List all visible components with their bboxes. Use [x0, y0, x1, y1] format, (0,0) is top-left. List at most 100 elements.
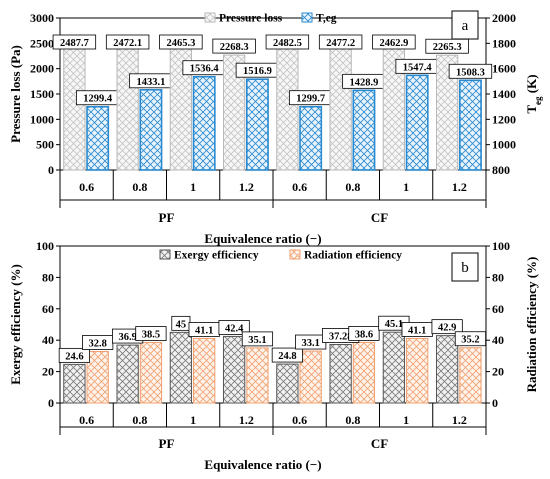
- bar-a-s1-0: [63, 43, 86, 171]
- legend-label-b-1: Radiation efficiency: [304, 250, 402, 262]
- bar-b-s2-5: [352, 341, 376, 404]
- bar-b-s1-3: [222, 335, 246, 404]
- category-label-b-4: 0.6: [292, 413, 307, 427]
- data-label-a-s1-2: 2465.3: [166, 38, 195, 49]
- panel-label-b: b: [461, 260, 469, 276]
- data-label-b-s1-3: 42.4: [225, 323, 244, 334]
- data-label-a-s1-1-box: [105, 34, 150, 50]
- data-label-b-s2-2: 41.1: [195, 325, 213, 336]
- bar-a-s2-2: [192, 75, 216, 171]
- legend-swatch-b-1: [289, 249, 301, 260]
- left-tick-label-a-6: 3000: [30, 11, 54, 25]
- y-axis-title-right-main-b: Radiation efficiency (%): [524, 257, 539, 393]
- data-label-a-s2-4: 1299.7: [296, 94, 325, 105]
- category-label-a-0: 0.6: [79, 180, 94, 194]
- left-tick-label-b-5: 100: [36, 239, 54, 253]
- bar-a-s1-3: [222, 54, 246, 171]
- bar-b-s1-7: [435, 335, 459, 404]
- right-tick-label-b-4: 80: [492, 270, 504, 284]
- data-label-b-s2-3: 35.1: [248, 335, 266, 346]
- group-label-a-0: PF: [159, 210, 175, 225]
- data-label-b-s2-1: 38.5: [142, 330, 160, 341]
- category-label-b-1: 0.8: [132, 413, 147, 427]
- y-axis-title-right-sub-a: eg: [533, 96, 543, 105]
- data-label-b-s1-4: 24.8: [278, 351, 296, 362]
- bar-a-s2-7: [458, 79, 482, 171]
- bar-a-s2-5: [352, 89, 376, 171]
- data-label-b-s1-0-box: [58, 347, 90, 363]
- category-label-b-6: 1: [403, 413, 409, 427]
- data-label-a-s1-6-box: [372, 34, 416, 50]
- data-label-a-s2-2: 1536.4: [190, 64, 220, 75]
- bar-b-s1-0: [63, 363, 86, 404]
- data-label-a-s1-1: 2472.1: [113, 38, 142, 49]
- left-tick-label-b-3: 60: [42, 302, 54, 316]
- right-tick-label-a-1: 1000: [492, 138, 516, 152]
- data-label-b-s2-7: 35.2: [461, 335, 479, 346]
- legend-swatch-a-1: [301, 12, 313, 23]
- bar-a-s2-6: [405, 74, 429, 171]
- category-label-a-1: 0.8: [132, 180, 147, 194]
- y-axis-title-right-b: Radiation efficiency (%): [524, 257, 539, 393]
- category-label-a-5: 0.8: [345, 180, 360, 194]
- bar-b-s1-2: [169, 331, 193, 404]
- data-label-b-s2-5-box: [348, 325, 380, 341]
- data-label-a-s1-7: 2265.3: [433, 42, 462, 53]
- bar-a-s2-3: [245, 78, 269, 171]
- data-label-b-s2-0: 32.8: [88, 339, 106, 350]
- right-tick-label-b-3: 60: [492, 302, 504, 316]
- y-axis-title-right-main-a: T: [524, 105, 539, 114]
- data-label-b-s2-1-box: [135, 326, 167, 341]
- x-axis-title-b: Equivalence ratio (−): [204, 457, 321, 472]
- legend-label-a-1: T,eg: [316, 13, 337, 25]
- data-label-b-s1-7: 42.9: [438, 323, 456, 334]
- data-label-a-s2-7: 1508.3: [456, 67, 485, 78]
- data-label-a-s1-7-box: [425, 38, 469, 54]
- legend-label-b-0: Exergy efficiency: [174, 250, 259, 262]
- data-label-b-s1-6: 45.1: [385, 319, 403, 330]
- data-label-a-s1-3: 2268.3: [220, 42, 249, 53]
- category-label-b-0: 0.6: [79, 413, 94, 427]
- x-axis-title-a: Equivalence ratio (−): [204, 231, 321, 246]
- right-tick-label-b-0: 0: [492, 396, 498, 410]
- bar-b-s1-5: [329, 343, 352, 404]
- y-axis-title-right-unit-a: (K): [524, 74, 539, 96]
- data-label-a-s2-5: 1428.9: [349, 77, 378, 88]
- data-label-b-s1-0: 24.6: [65, 351, 83, 362]
- data-label-b-s2-7-box: [454, 331, 487, 347]
- bar-a-s1-7: [435, 54, 459, 171]
- right-tick-label-a-4: 1600: [492, 62, 516, 76]
- data-label-b-s1-7-box: [431, 319, 463, 335]
- right-tick-label-a-6: 2000: [492, 11, 516, 25]
- category-label-b-3: 1.2: [239, 413, 254, 427]
- left-tick-label-b-4: 80: [42, 270, 54, 284]
- bar-b-s2-0: [86, 351, 109, 404]
- data-label-a-s2-3: 1516.9: [243, 66, 272, 77]
- data-label-b-s1-5: 37.28: [329, 331, 353, 342]
- bar-b-s2-3: [246, 347, 269, 404]
- left-tick-label-b-0: 0: [48, 396, 54, 410]
- bar-b-s1-6: [382, 331, 406, 404]
- bar-b-s2-6: [406, 337, 429, 404]
- data-label-a-s1-5-box: [318, 34, 363, 50]
- data-label-a-s1-6: 2462.9: [379, 38, 408, 49]
- bar-b-s2-2: [193, 337, 216, 404]
- right-tick-label-a-2: 1200: [492, 112, 516, 126]
- left-tick-label-a-3: 1500: [30, 87, 54, 101]
- legend-swatch-a-0: [204, 12, 216, 23]
- data-label-b-s2-3-box: [241, 331, 274, 347]
- left-tick-label-a-4: 2000: [30, 62, 54, 76]
- panel-label-box-a: [451, 10, 479, 40]
- data-label-b-s1-3-box: [218, 320, 250, 335]
- right-tick-label-b-2: 40: [492, 333, 504, 347]
- category-label-a-6: 1: [403, 180, 409, 194]
- data-label-b-s1-4-box: [271, 347, 303, 363]
- bar-a-s2-1: [139, 89, 163, 171]
- data-label-a-s2-0: 1299.4: [83, 94, 113, 105]
- group-label-b-0: PF: [159, 436, 175, 451]
- right-tick-label-a-3: 1400: [492, 87, 516, 101]
- bar-a-s2-0: [86, 105, 110, 171]
- category-label-b-2: 1: [190, 413, 196, 427]
